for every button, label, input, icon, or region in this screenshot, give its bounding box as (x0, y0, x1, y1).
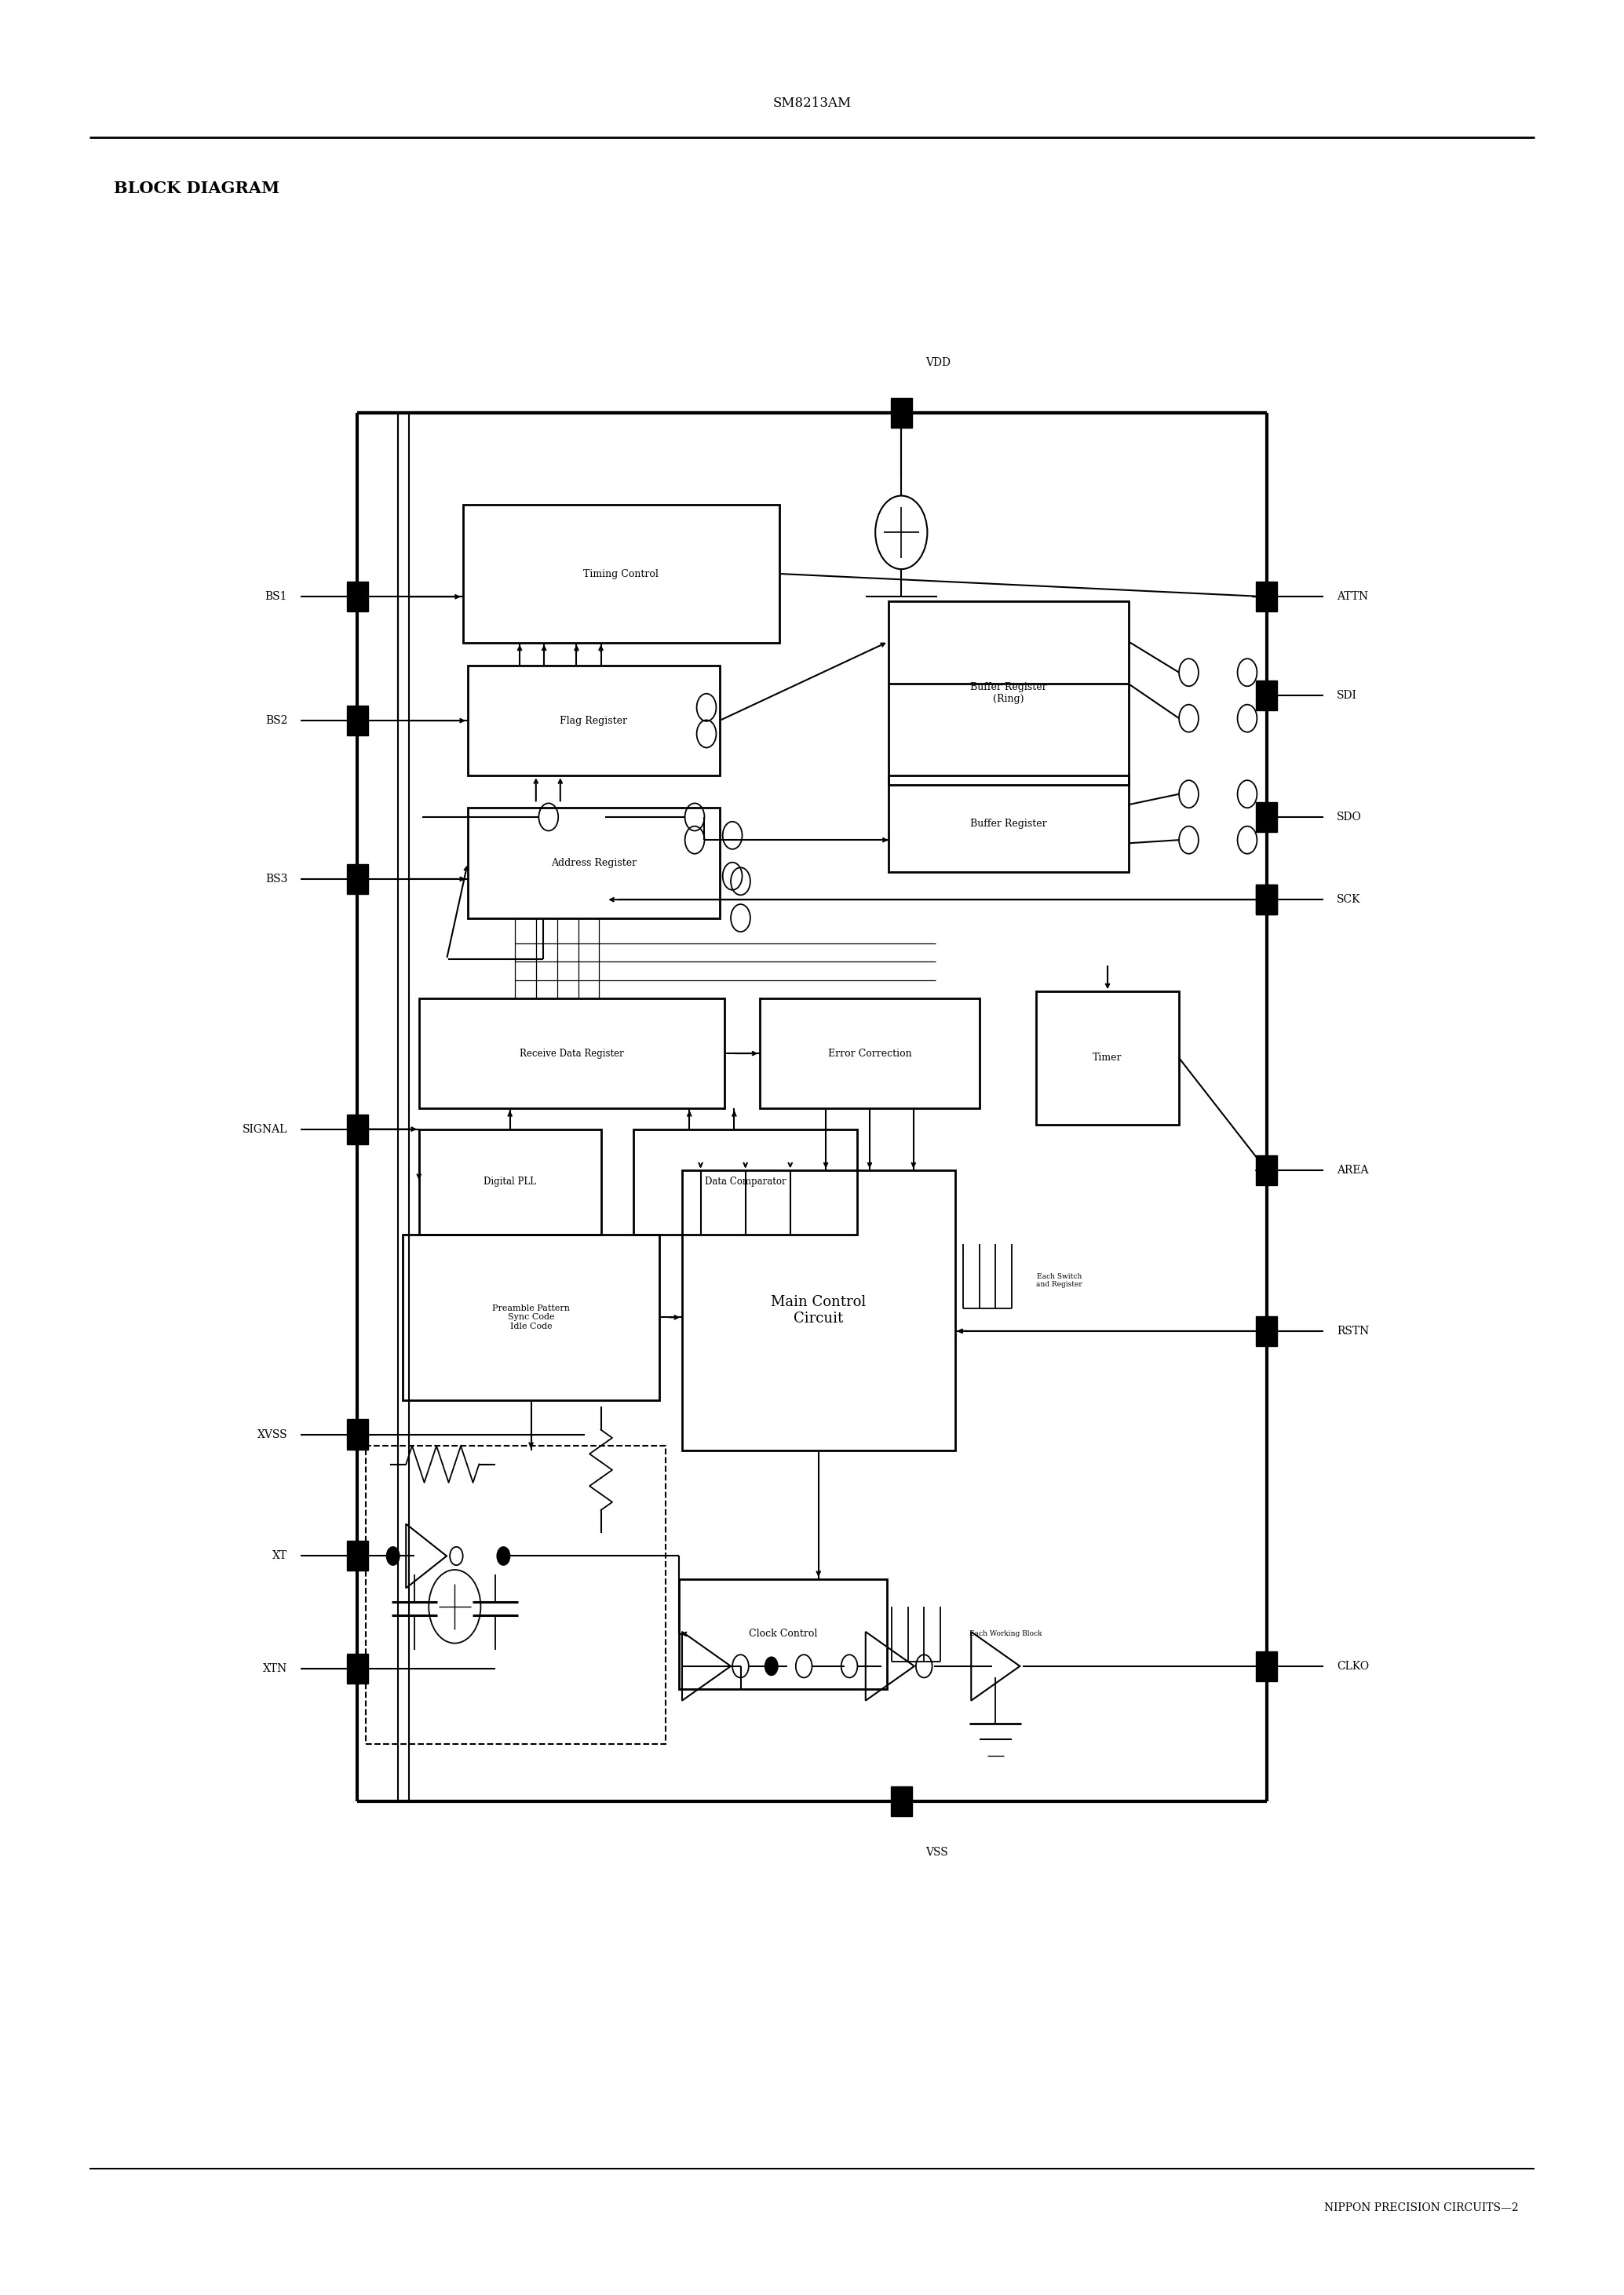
Bar (468, 808, 719, 918)
Text: BLOCK DIAGRAM: BLOCK DIAGRAM (114, 181, 279, 195)
Text: RSTN: RSTN (1337, 1327, 1369, 1336)
Text: XVSS: XVSS (257, 1430, 287, 1439)
Bar (1257, 1317, 1278, 1345)
Bar (468, 666, 719, 776)
Text: ATTN: ATTN (1337, 592, 1367, 601)
Text: Main Control
Circuit: Main Control Circuit (771, 1294, 866, 1327)
Bar (463, 505, 780, 643)
Text: BS1: BS1 (265, 592, 287, 601)
Text: SDO: SDO (1337, 812, 1361, 822)
Text: Preamble Pattern
Sync Code
Idle Code: Preamble Pattern Sync Code Idle Code (492, 1304, 570, 1331)
Text: SM8213AM: SM8213AM (773, 96, 851, 110)
Bar (348, 1418, 367, 1450)
Circle shape (765, 1657, 778, 1675)
Bar (1257, 801, 1278, 831)
Bar (1257, 1157, 1278, 1184)
Bar (679, 1579, 887, 1689)
Text: SDI: SDI (1337, 691, 1358, 700)
Text: Timing Control: Timing Control (583, 569, 659, 578)
Bar (888, 601, 1129, 785)
Text: SIGNAL: SIGNAL (242, 1125, 287, 1134)
Text: Buffer Register: Buffer Register (970, 819, 1047, 828)
Bar (1257, 679, 1278, 711)
Text: XTN: XTN (263, 1664, 287, 1673)
Text: Each Working Block: Each Working Block (970, 1629, 1043, 1639)
Bar (348, 1113, 367, 1143)
Text: Timer: Timer (1093, 1053, 1122, 1063)
Bar (1257, 581, 1278, 613)
Bar (419, 998, 724, 1108)
Bar (1257, 884, 1278, 913)
Bar (348, 1652, 367, 1685)
Text: Buffer Register
(Ring): Buffer Register (Ring) (970, 682, 1047, 705)
Text: NIPPON PRECISION CIRCUITS—2: NIPPON PRECISION CIRCUITS—2 (1324, 2203, 1518, 2212)
Bar (760, 998, 979, 1108)
Text: VSS: VSS (926, 1847, 948, 1857)
Text: XT: XT (273, 1551, 287, 1561)
Bar (403, 1235, 659, 1400)
Text: VDD: VDD (926, 358, 950, 367)
Text: CLKO: CLKO (1337, 1662, 1369, 1671)
Text: Clock Control: Clock Control (749, 1629, 817, 1639)
Bar (1257, 884, 1278, 913)
Circle shape (497, 1547, 510, 1565)
Text: Each Switch
and Register: Each Switch and Register (1036, 1274, 1082, 1287)
Text: Address Register: Address Register (551, 858, 637, 868)
Bar (348, 1542, 367, 1570)
Text: Error Correction: Error Correction (828, 1049, 911, 1058)
Bar (419, 1129, 601, 1235)
Bar (348, 863, 367, 893)
Bar (888, 776, 1129, 872)
Bar (1257, 1652, 1278, 1680)
Text: Receive Data Register: Receive Data Register (520, 1049, 624, 1058)
Bar (348, 581, 367, 613)
Text: Digital PLL: Digital PLL (484, 1177, 536, 1187)
Text: Flag Register: Flag Register (560, 716, 627, 725)
Bar (682, 1170, 955, 1450)
Text: SCK: SCK (1337, 895, 1361, 904)
Text: Data Comparator: Data Comparator (705, 1177, 786, 1187)
Bar (892, 1786, 913, 1818)
Bar (633, 1129, 857, 1235)
Text: AREA: AREA (1337, 1166, 1369, 1175)
Text: BS2: BS2 (265, 716, 287, 725)
Bar (348, 705, 367, 734)
Bar (1036, 991, 1179, 1125)
Text: BS3: BS3 (265, 874, 287, 884)
Circle shape (387, 1547, 400, 1565)
Bar (892, 399, 913, 427)
Bar (365, 1446, 666, 1744)
